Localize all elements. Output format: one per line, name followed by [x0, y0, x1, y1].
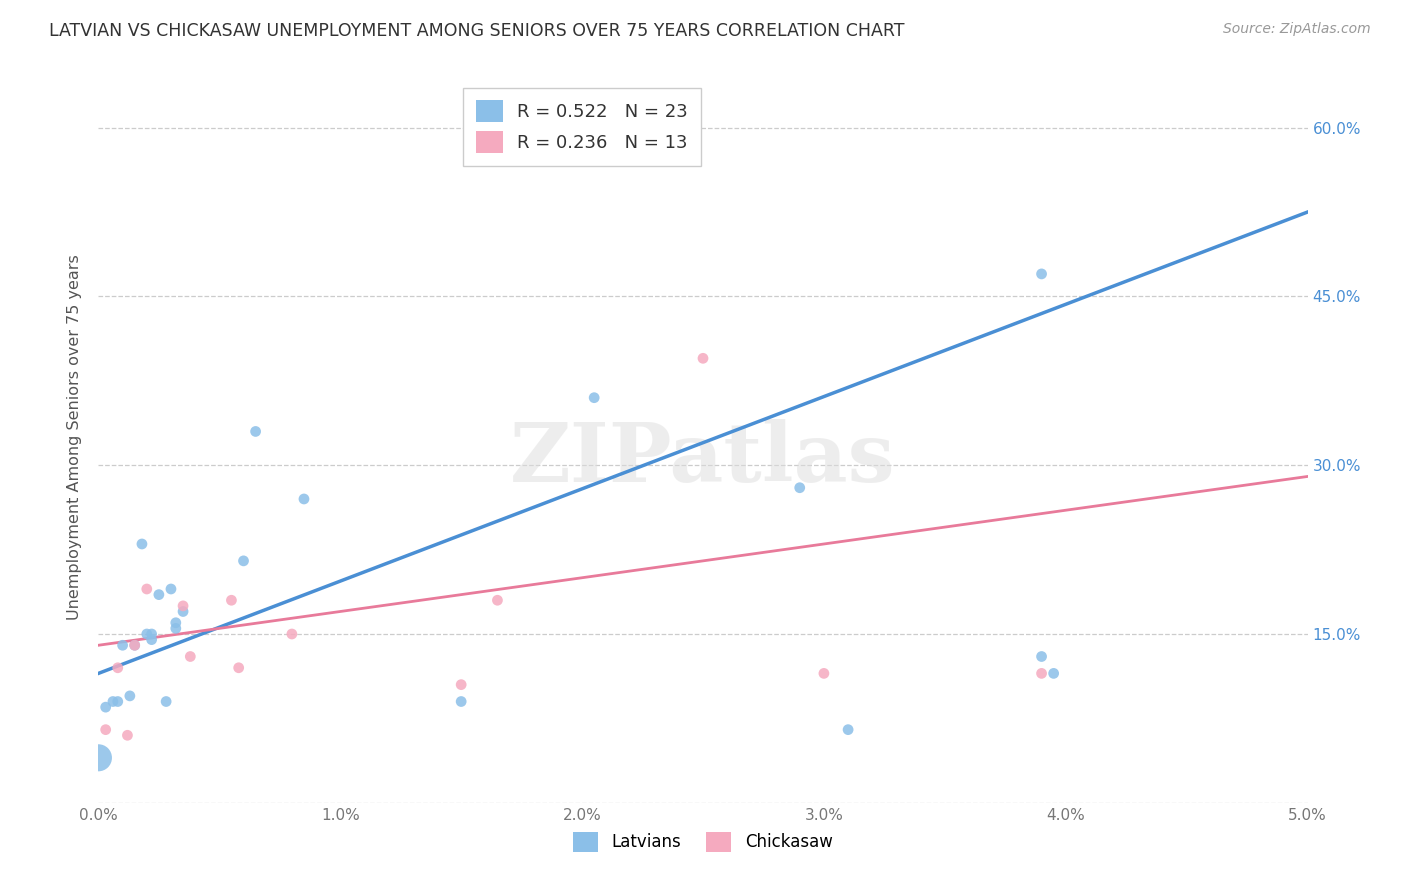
Point	[1031, 267, 1053, 281]
Point	[692, 351, 714, 366]
Point	[486, 593, 509, 607]
Point	[94, 700, 117, 714]
Point	[148, 588, 170, 602]
Y-axis label: Unemployment Among Seniors over 75 years: Unemployment Among Seniors over 75 years	[67, 254, 83, 620]
Point	[131, 537, 153, 551]
Point	[165, 621, 187, 635]
Point	[172, 605, 194, 619]
Text: ZIPatlas: ZIPatlas	[510, 419, 896, 499]
Point	[111, 638, 134, 652]
Text: Source: ZipAtlas.com: Source: ZipAtlas.com	[1223, 22, 1371, 37]
Point	[221, 593, 243, 607]
Point	[292, 491, 315, 506]
Point	[281, 627, 304, 641]
Point	[1031, 649, 1053, 664]
Point	[450, 678, 472, 692]
Point	[135, 627, 157, 641]
Point	[1031, 666, 1053, 681]
Text: LATVIAN VS CHICKASAW UNEMPLOYMENT AMONG SENIORS OVER 75 YEARS CORRELATION CHART: LATVIAN VS CHICKASAW UNEMPLOYMENT AMONG …	[49, 22, 904, 40]
Point	[837, 723, 859, 737]
Point	[583, 391, 606, 405]
Point	[135, 582, 157, 596]
Point	[165, 615, 187, 630]
Point	[124, 638, 146, 652]
Point	[141, 627, 163, 641]
Point	[87, 751, 110, 765]
Point	[94, 723, 117, 737]
Point	[1042, 666, 1064, 681]
Point	[141, 632, 163, 647]
Point	[107, 694, 129, 708]
Point	[155, 694, 177, 708]
Point	[118, 689, 141, 703]
Point	[124, 638, 146, 652]
Point	[101, 694, 124, 708]
Point	[172, 599, 194, 613]
Point	[179, 649, 201, 664]
Point	[245, 425, 267, 439]
Point	[160, 582, 183, 596]
Point	[232, 554, 254, 568]
Point	[117, 728, 139, 742]
Point	[107, 661, 129, 675]
Point	[789, 481, 811, 495]
Legend: Latvians, Chickasaw: Latvians, Chickasaw	[565, 823, 841, 860]
Point	[813, 666, 835, 681]
Point	[450, 694, 472, 708]
Point	[228, 661, 250, 675]
